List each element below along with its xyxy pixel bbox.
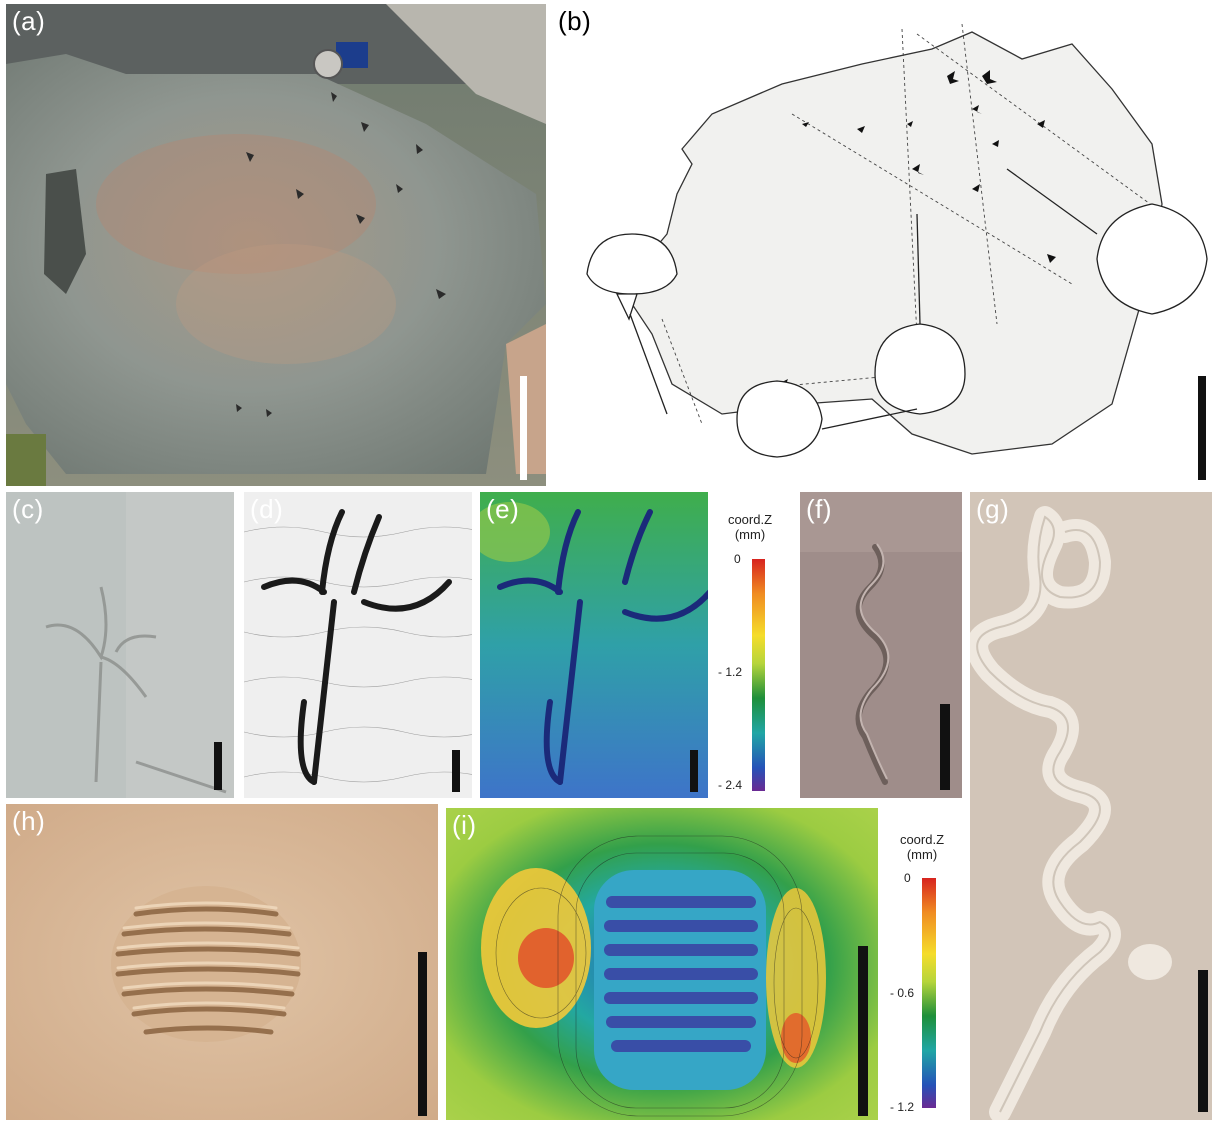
colorbar-i-title: coord.Z (mm) xyxy=(884,832,960,862)
panel-g: (g) xyxy=(970,492,1212,1120)
panel-h-scale-bar xyxy=(418,952,427,1116)
colorbar-i-tick-top: 0 xyxy=(904,871,911,885)
panel-i-label: (i) xyxy=(452,810,477,840)
panel-d-contour-map xyxy=(244,492,472,798)
panel-h-label: (h) xyxy=(12,806,46,836)
panel-e-scale-bar xyxy=(690,750,698,792)
crab-outline-left xyxy=(586,233,678,415)
panel-c-scale-bar xyxy=(214,742,222,790)
crab-outline-right xyxy=(1006,168,1208,315)
panel-a-scale-bar xyxy=(520,376,527,480)
colorbar-i-tick-mid: - 0.6 xyxy=(890,986,915,1000)
panel-f-label: (f) xyxy=(806,494,833,524)
colorbar-i-tick-bottom: - 1.2 xyxy=(890,1100,915,1114)
panel-c-photo xyxy=(6,492,234,798)
panel-h-photo xyxy=(6,804,438,1120)
crab-outline-center xyxy=(874,213,966,415)
panel-b-scale-bar xyxy=(1198,376,1206,480)
panel-d-scale-bar xyxy=(452,750,460,792)
crab-outline-bottom xyxy=(736,380,918,458)
colorbar-e-tick-bottom: - 2.4 xyxy=(718,778,743,792)
panel-c: (c) xyxy=(6,492,234,798)
panel-b-drawing xyxy=(586,23,1208,458)
panel-f-scale-bar xyxy=(940,704,950,790)
panel-e: (e) xyxy=(480,492,708,798)
colorbar-e-tick-top: 0 xyxy=(734,552,741,566)
panel-f: (f) xyxy=(800,492,962,798)
panel-a-photo xyxy=(6,4,546,486)
colorbar-e-gradient xyxy=(752,559,765,791)
colorbar-i-title-line2: (mm) xyxy=(906,847,938,862)
panel-g-label: (g) xyxy=(976,494,1010,524)
panel-d: (d) xyxy=(244,492,472,798)
panel-a-label: (a) xyxy=(12,6,46,36)
panel-g-photo xyxy=(970,492,1212,1120)
colorbar-e-title-line2: (mm) xyxy=(734,527,766,542)
colorbar-e-title: coord.Z (mm) xyxy=(712,512,788,542)
colorbar-e-tick-mid: - 1.2 xyxy=(718,665,743,679)
panel-b-label: (b) xyxy=(558,6,592,36)
panel-d-label: (d) xyxy=(250,494,284,524)
colorbar-e: coord.Z (mm) 0 - 1.2 - 2.4 xyxy=(710,492,790,798)
panel-i-elevation-map xyxy=(446,808,878,1120)
panel-h: (h) xyxy=(6,804,438,1120)
panel-c-label: (c) xyxy=(12,494,44,524)
colorbar-i-gradient xyxy=(922,878,936,1108)
colorbar-e-title-line1: coord.Z xyxy=(727,512,773,527)
panel-g-scale-bar-visible-final xyxy=(1198,970,1208,1112)
panel-f-photo xyxy=(800,492,962,798)
panel-i: (i) xyxy=(446,808,878,1120)
panel-a: (a) xyxy=(6,4,546,486)
colorbar-i-title-line1: coord.Z xyxy=(899,832,945,847)
colorbar-i: coord.Z (mm) 0 - 0.6 - 1.2 xyxy=(882,808,962,1120)
panel-b: (b) xyxy=(552,4,1212,486)
panel-i-scale-bar xyxy=(858,946,868,1116)
panel-e-label: (e) xyxy=(486,494,520,524)
panel-e-elevation-map xyxy=(480,492,708,798)
